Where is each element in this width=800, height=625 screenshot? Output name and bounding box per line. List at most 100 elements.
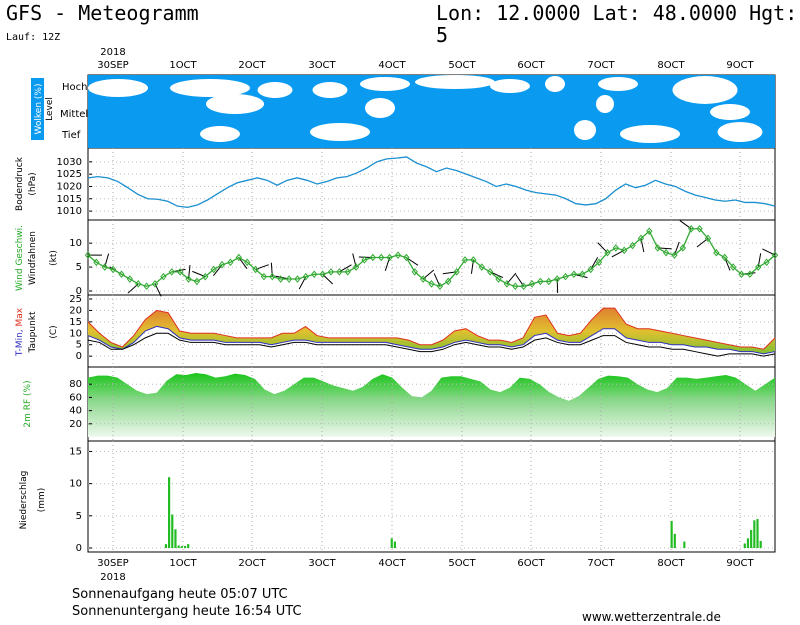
wind-speed-marker xyxy=(185,275,192,283)
precip-bar xyxy=(393,541,397,548)
wind-speed-marker xyxy=(579,270,586,279)
cloud-level-axis-label: Level xyxy=(45,97,55,121)
wind-speed-marker xyxy=(386,253,393,262)
wind-speed-marker xyxy=(151,280,159,288)
wind-speed-marker xyxy=(755,263,762,271)
cloud-blob xyxy=(598,77,638,91)
wind-speed-marker xyxy=(285,275,293,283)
y-tick-label: 60 xyxy=(69,392,82,403)
pressure-line xyxy=(87,156,776,209)
wind-speed-marker xyxy=(319,270,326,279)
wind-speed-marker xyxy=(587,265,594,274)
y-tick-label: 1010 xyxy=(57,206,82,217)
year-label-top: 2018 xyxy=(100,47,125,58)
cloud-level-label: Hoch xyxy=(62,82,87,93)
wind-speed-marker xyxy=(252,265,259,274)
wind-speed-marker xyxy=(537,277,544,286)
wind-speed-marker xyxy=(160,272,167,281)
wind-speed-marker xyxy=(135,280,142,288)
wind-speed-marker xyxy=(763,258,770,267)
precip-bar xyxy=(187,544,190,548)
y-tick-label: 1020 xyxy=(57,181,82,192)
wind-speed-marker xyxy=(478,263,485,271)
precip-unit: (mm) xyxy=(37,488,47,513)
wind-speed-marker xyxy=(671,251,678,259)
precip-bar xyxy=(683,541,686,548)
wind-speed-marker xyxy=(679,244,686,252)
precip-bar xyxy=(673,533,676,548)
wind-speed-marker xyxy=(771,251,779,259)
wind-speed-marker xyxy=(545,277,552,286)
cloud-blob xyxy=(717,122,763,142)
wind-speed-marker xyxy=(646,227,653,235)
wind-speed-marker xyxy=(403,253,410,262)
wind-speed-marker xyxy=(704,234,712,243)
y-tick-label: 1015 xyxy=(57,194,82,205)
wind-speed-marker xyxy=(168,268,175,276)
cloud-blob xyxy=(620,125,680,143)
wind-speed-marker xyxy=(528,280,536,288)
wind-speed-marker xyxy=(260,272,268,281)
wind-speed-marker xyxy=(621,246,628,255)
wind-ylabel: Wind Geschwi. xyxy=(15,225,25,291)
y-tick-label: 5 xyxy=(76,262,82,273)
precip-bar xyxy=(756,519,759,548)
wind-speed-marker xyxy=(696,225,703,233)
wind-barb-label: Windfahnen xyxy=(28,231,38,285)
precip-bar xyxy=(759,540,762,548)
precip-ylabel: Niederschlag xyxy=(19,471,29,530)
wind-speed-marker xyxy=(688,225,695,233)
wind-speed-marker xyxy=(177,268,184,276)
wind-speed-marker xyxy=(746,270,754,279)
wind-speed-marker xyxy=(428,280,435,288)
wind-speed-marker xyxy=(470,256,477,264)
precip-bar xyxy=(183,546,187,548)
wind-speed-marker xyxy=(453,268,460,276)
wind-speed-marker xyxy=(411,268,418,276)
precip-bar xyxy=(177,545,180,548)
temp-range-fill xyxy=(88,308,775,354)
wind-speed-marker xyxy=(244,258,251,267)
wind-speed-marker xyxy=(193,277,201,286)
wind-speed-marker xyxy=(738,270,745,279)
wind-speed-marker xyxy=(562,272,569,281)
precip-bar xyxy=(750,529,753,548)
sunset-label: Sonnenuntergang heute 16:54 UTC xyxy=(72,604,302,619)
cloud-blob xyxy=(310,123,370,141)
cloud-blob xyxy=(257,82,293,98)
source-credit: www.wetterzentrale.de xyxy=(582,610,721,624)
precip-bar xyxy=(670,520,673,548)
y-tick-label: 0 xyxy=(76,543,82,554)
y-tick-label: 10 xyxy=(69,479,82,490)
wind-speed-marker xyxy=(520,282,527,290)
temp-ylabel: T-Min, Max xyxy=(15,307,25,357)
x-tick-top: 9OCT xyxy=(726,60,754,71)
y-tick-label: 10 xyxy=(69,238,82,249)
x-tick-top: 2OCT xyxy=(238,60,266,71)
wind-speed-marker xyxy=(570,270,578,279)
wind-speed-marker xyxy=(126,275,134,283)
wind-speed-marker xyxy=(277,275,284,283)
x-tick-top: 4OCT xyxy=(378,60,406,71)
x-tick-top: 3OCT xyxy=(308,60,336,71)
wind-speed-marker xyxy=(84,251,92,259)
x-tick-bottom: 1OCT xyxy=(169,558,197,569)
wind-speed-marker xyxy=(637,234,645,243)
wind-speed-marker xyxy=(512,282,519,290)
wind-speed-marker xyxy=(486,268,494,276)
cloud-blob xyxy=(312,82,348,98)
y-tick-label: 1030 xyxy=(57,157,82,168)
wind-speed-marker xyxy=(93,258,100,267)
humidity-ylabel: 2m RF (%) xyxy=(23,380,33,427)
wind-speed-marker xyxy=(495,275,502,283)
y-tick-label: 20 xyxy=(69,305,82,316)
cloud-blob xyxy=(170,79,250,97)
tmin-line xyxy=(87,325,776,355)
cloud-blob xyxy=(200,126,240,142)
x-tick-bottom: 3OCT xyxy=(308,558,336,569)
page-title: GFS - Meteogramm xyxy=(6,1,199,25)
x-tick-bottom: 8OCT xyxy=(657,558,685,569)
wind-speed-marker xyxy=(378,253,385,262)
wind-speed-marker xyxy=(503,280,511,288)
y-tick-label: 40 xyxy=(69,406,82,417)
